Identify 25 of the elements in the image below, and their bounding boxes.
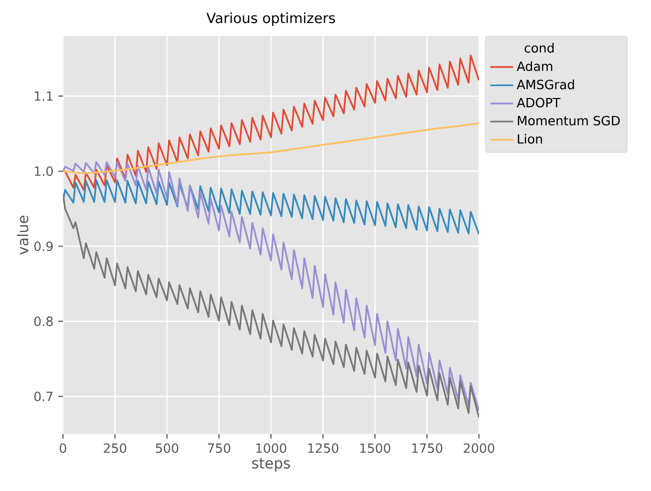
- x-tick-label: 500: [156, 443, 178, 453]
- x-tick-label: 1750: [412, 443, 442, 453]
- y-tick-label: 1.0: [34, 166, 53, 176]
- line-series: [63, 54, 479, 191]
- legend-title: cond: [524, 42, 554, 53]
- line-series: [63, 179, 479, 236]
- x-tick-label: 1250: [308, 443, 338, 453]
- chart-title: Various optimizers: [206, 12, 335, 26]
- x-tick-label: 1000: [256, 443, 286, 453]
- y-tick-label: 0.7: [34, 392, 53, 402]
- legend-label: AMSGrad: [516, 80, 574, 90]
- x-tick-label: 1500: [360, 443, 390, 453]
- y-tick-label: 0.9: [34, 241, 53, 252]
- x-tick-label: 750: [208, 443, 230, 453]
- y-axis-title: value: [16, 216, 28, 255]
- x-tick-label: 2000: [464, 443, 494, 453]
- x-tick-label: 0: [60, 443, 66, 453]
- legend-label: Adam: [516, 61, 552, 72]
- legend-label: ADOPT: [516, 98, 560, 108]
- y-tick-label: 0.8: [34, 316, 53, 326]
- y-tick-label: 1.1: [34, 91, 52, 101]
- legend-label: Lion: [518, 134, 542, 144]
- legend-label: Momentum SGD: [518, 116, 620, 126]
- x-tick-label: 250: [104, 443, 126, 453]
- x-axis-title: steps: [252, 458, 290, 472]
